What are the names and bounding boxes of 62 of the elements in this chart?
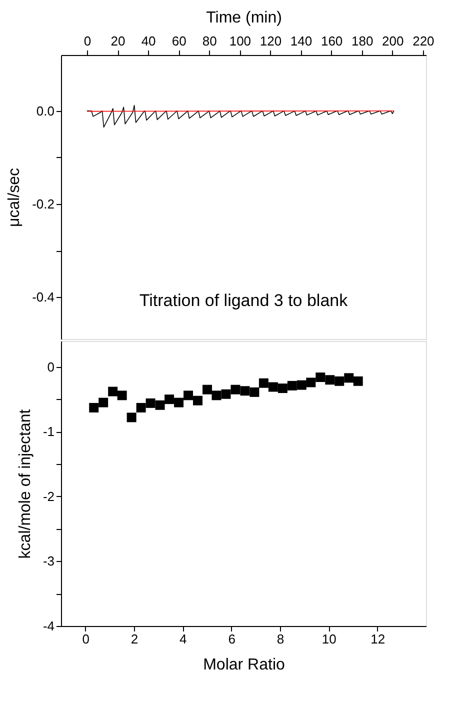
point xyxy=(202,384,212,394)
x-tick-label: 80 xyxy=(202,34,217,48)
point xyxy=(212,390,222,400)
annotation: Titration of ligand 3 to blank xyxy=(139,291,348,310)
x-tick-label: 60 xyxy=(172,34,186,48)
x-tick-label: 0 xyxy=(82,632,90,646)
point xyxy=(164,394,174,404)
point xyxy=(117,390,127,400)
y-tick-label: -1 xyxy=(42,424,54,440)
point xyxy=(136,402,146,412)
y-axis-title: kcal/mole of injectant xyxy=(16,408,34,559)
point xyxy=(184,390,194,400)
point xyxy=(296,380,306,390)
point xyxy=(146,398,156,408)
point xyxy=(268,382,278,392)
point xyxy=(174,398,184,408)
x-tick-label: 2 xyxy=(130,632,138,646)
line-series xyxy=(86,104,394,128)
y-tick-label: -0.4 xyxy=(32,290,54,305)
x-tick-label: 6 xyxy=(228,632,236,646)
point xyxy=(108,386,118,396)
x-tick-label: 160 xyxy=(320,34,343,48)
point xyxy=(98,398,108,408)
x-tick-label: 12 xyxy=(370,632,386,646)
point xyxy=(258,378,268,388)
x-axis-title: Time (min) xyxy=(206,10,282,26)
x-tick-label: 140 xyxy=(290,34,312,48)
x-tick-label: 220 xyxy=(412,34,434,48)
point xyxy=(316,372,326,382)
point xyxy=(344,373,354,383)
point xyxy=(353,376,363,386)
point xyxy=(334,376,344,386)
point xyxy=(250,387,260,397)
x-axis-title: Molar Ratio xyxy=(203,656,285,674)
y-tick-label: -0.2 xyxy=(32,196,54,212)
y-tick-label: 0 xyxy=(47,359,54,374)
x-tick-label: 180 xyxy=(352,34,374,48)
y-tick-label: -2 xyxy=(42,488,54,504)
y-tick-label: -3 xyxy=(42,554,54,569)
point xyxy=(325,375,335,385)
x-tick-label: 100 xyxy=(229,34,252,48)
point xyxy=(230,384,240,394)
point xyxy=(126,412,136,422)
point xyxy=(306,378,316,388)
x-tick-label: 10 xyxy=(322,632,336,646)
y-tick-label: 0.0 xyxy=(36,103,54,118)
y-tick-label: -4 xyxy=(42,618,54,634)
point xyxy=(155,400,165,410)
x-tick-label: 0 xyxy=(84,34,92,48)
y-axis-title: μcal/sec xyxy=(6,168,24,228)
point xyxy=(278,384,288,394)
point xyxy=(193,396,202,406)
x-tick-label: 4 xyxy=(180,632,187,646)
x-tick-label: 200 xyxy=(382,34,404,48)
point xyxy=(240,386,250,396)
x-tick-label: 8 xyxy=(276,632,284,646)
x-tick-label: 120 xyxy=(260,34,282,48)
point xyxy=(89,402,99,412)
point xyxy=(221,389,231,399)
point xyxy=(287,380,297,390)
x-tick-label: 40 xyxy=(141,34,156,48)
x-tick-label: 20 xyxy=(110,34,126,48)
